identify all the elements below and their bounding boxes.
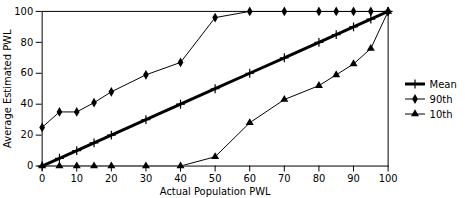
html-text:Mean: Mean [429, 78, 457, 90]
svg-text:30: 30 [140, 173, 153, 184]
svg-text:50: 50 [209, 173, 222, 184]
svg-text:100: 100 [379, 173, 398, 184]
svg-text:20: 20 [105, 173, 118, 184]
svg-text:90: 90 [347, 173, 360, 184]
svg-text:Average Estimated PWL: Average Estimated PWL [2, 29, 13, 148]
svg-text:Actual Population PWL: Actual Population PWL [160, 186, 271, 197]
svg-text:80: 80 [21, 36, 34, 47]
svg-text:10: 10 [70, 173, 83, 184]
svg-text:60: 60 [21, 67, 34, 78]
svg-text:70: 70 [278, 173, 291, 184]
svg-text:60: 60 [243, 173, 256, 184]
html-text:90th: 90th [429, 93, 453, 105]
svg-text:40: 40 [21, 98, 34, 109]
html-text:10th: 10th [429, 108, 453, 120]
svg-text:0: 0 [39, 173, 45, 184]
svg-text:40: 40 [174, 173, 187, 184]
svg-text:100: 100 [14, 5, 33, 16]
svg-text:20: 20 [21, 129, 34, 140]
svg-text:0: 0 [27, 160, 33, 171]
svg-text:80: 80 [313, 173, 326, 184]
